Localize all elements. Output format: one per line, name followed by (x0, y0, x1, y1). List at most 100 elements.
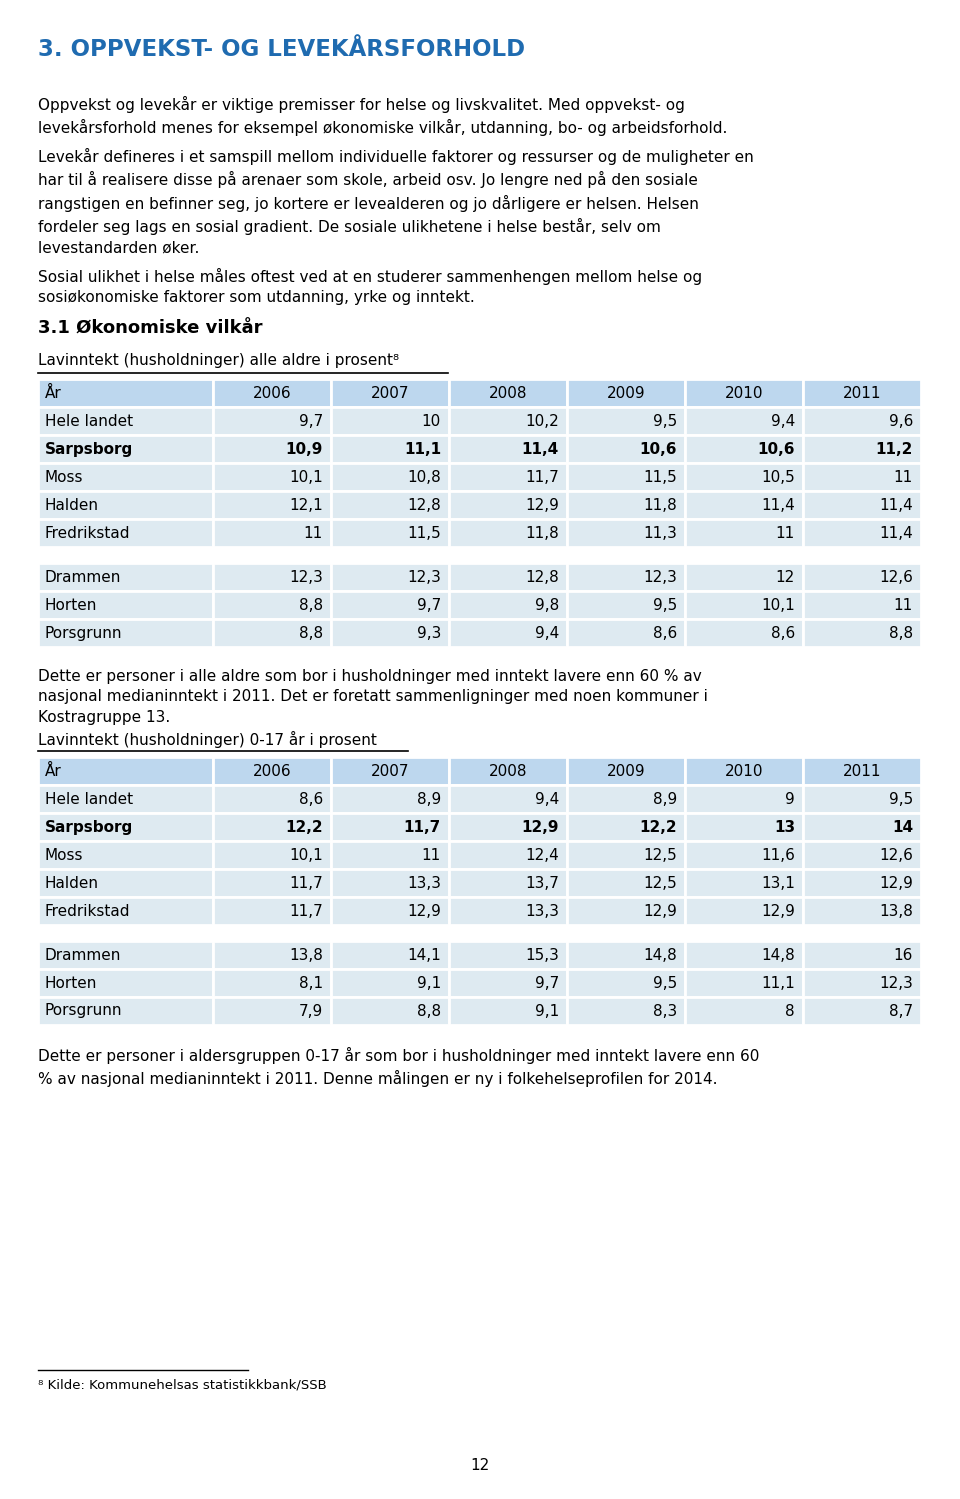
Text: 8,6: 8,6 (299, 791, 323, 806)
Text: 2011: 2011 (843, 763, 881, 778)
Text: 12,9: 12,9 (643, 904, 677, 919)
Bar (449, 941, 567, 968)
Text: 13,8: 13,8 (879, 904, 913, 919)
Bar (803, 463, 921, 492)
Bar (803, 841, 921, 869)
Text: 2006: 2006 (252, 385, 291, 400)
Bar (331, 968, 449, 997)
Text: 9,6: 9,6 (889, 414, 913, 429)
Bar (213, 408, 331, 435)
Bar (567, 896, 685, 925)
Bar (567, 785, 685, 812)
Text: 13,8: 13,8 (289, 947, 323, 962)
Bar (38, 841, 213, 869)
Text: 2009: 2009 (607, 385, 645, 400)
Text: 8,8: 8,8 (417, 1003, 441, 1018)
Text: 12,5: 12,5 (643, 875, 677, 890)
Bar (331, 997, 449, 1025)
Bar (803, 869, 921, 896)
Text: 16: 16 (894, 947, 913, 962)
Bar (803, 968, 921, 997)
Bar (567, 968, 685, 997)
Text: 9,4: 9,4 (771, 414, 795, 429)
Text: 9: 9 (785, 791, 795, 806)
Bar (331, 812, 449, 841)
Text: 9,5: 9,5 (889, 791, 913, 806)
Text: 11,7: 11,7 (289, 904, 323, 919)
Bar (685, 519, 803, 547)
Bar (213, 896, 331, 925)
Bar (213, 869, 331, 896)
Text: Moss: Moss (45, 847, 84, 862)
Bar (803, 757, 921, 785)
Text: 2010: 2010 (725, 763, 763, 778)
Bar (213, 785, 331, 812)
Text: 11,7: 11,7 (404, 820, 441, 835)
Text: 11,1: 11,1 (404, 442, 441, 457)
Bar (449, 379, 567, 408)
Text: 13: 13 (774, 820, 795, 835)
Text: 12: 12 (776, 570, 795, 585)
Text: 12,9: 12,9 (879, 875, 913, 890)
Text: 11: 11 (894, 469, 913, 484)
Bar (331, 785, 449, 812)
Bar (213, 968, 331, 997)
Bar (38, 968, 213, 997)
Bar (331, 463, 449, 492)
Bar (567, 869, 685, 896)
Bar (803, 619, 921, 648)
Text: Sarpsborg: Sarpsborg (45, 442, 133, 457)
Bar (331, 896, 449, 925)
Bar (567, 435, 685, 463)
Text: Porsgrunn: Porsgrunn (45, 1003, 123, 1018)
Bar (803, 812, 921, 841)
Text: Halden: Halden (45, 875, 99, 890)
Text: 8,8: 8,8 (299, 625, 323, 640)
Text: 12,9: 12,9 (761, 904, 795, 919)
Text: 10,6: 10,6 (757, 442, 795, 457)
Text: Sosial ulikhet i helse måles oftest ved at en studerer sammenhengen mellom helse: Sosial ulikhet i helse måles oftest ved … (38, 268, 702, 306)
Bar (331, 519, 449, 547)
Text: 12,8: 12,8 (525, 570, 559, 585)
Text: 14,1: 14,1 (407, 947, 441, 962)
Bar (449, 896, 567, 925)
Text: 14: 14 (892, 820, 913, 835)
Bar (331, 591, 449, 619)
Bar (685, 564, 803, 591)
Bar (567, 519, 685, 547)
Bar (38, 591, 213, 619)
Text: 11,1: 11,1 (761, 976, 795, 991)
Text: Moss: Moss (45, 469, 84, 484)
Text: Levekår defineres i et samspill mellom individuelle faktorer og ressurser og de : Levekår defineres i et samspill mellom i… (38, 148, 754, 255)
Bar (38, 896, 213, 925)
Bar (213, 997, 331, 1025)
Bar (567, 841, 685, 869)
Bar (213, 435, 331, 463)
Bar (685, 968, 803, 997)
Bar (803, 492, 921, 519)
Bar (213, 941, 331, 968)
Bar (213, 519, 331, 547)
Bar (38, 379, 213, 408)
Text: 2007: 2007 (371, 763, 409, 778)
Text: 8,7: 8,7 (889, 1003, 913, 1018)
Text: Fredrikstad: Fredrikstad (45, 904, 131, 919)
Bar (213, 379, 331, 408)
Bar (803, 997, 921, 1025)
Text: 12,8: 12,8 (407, 498, 441, 513)
Text: 3.1 Økonomiske vilkår: 3.1 Økonomiske vilkår (38, 319, 262, 337)
Text: Lavinntekt (husholdninger) alle aldre i prosent⁸: Lavinntekt (husholdninger) alle aldre i … (38, 352, 399, 367)
Text: 11,4: 11,4 (761, 498, 795, 513)
Text: 11: 11 (421, 847, 441, 862)
Bar (803, 941, 921, 968)
Text: 11,8: 11,8 (525, 526, 559, 541)
Bar (567, 408, 685, 435)
Text: 2008: 2008 (489, 385, 527, 400)
Bar (685, 463, 803, 492)
Bar (803, 591, 921, 619)
Bar (567, 591, 685, 619)
Text: 11,7: 11,7 (289, 875, 323, 890)
Bar (331, 379, 449, 408)
Text: Dette er personer i alle aldre som bor i husholdninger med inntekt lavere enn 60: Dette er personer i alle aldre som bor i… (38, 669, 708, 726)
Bar (685, 812, 803, 841)
